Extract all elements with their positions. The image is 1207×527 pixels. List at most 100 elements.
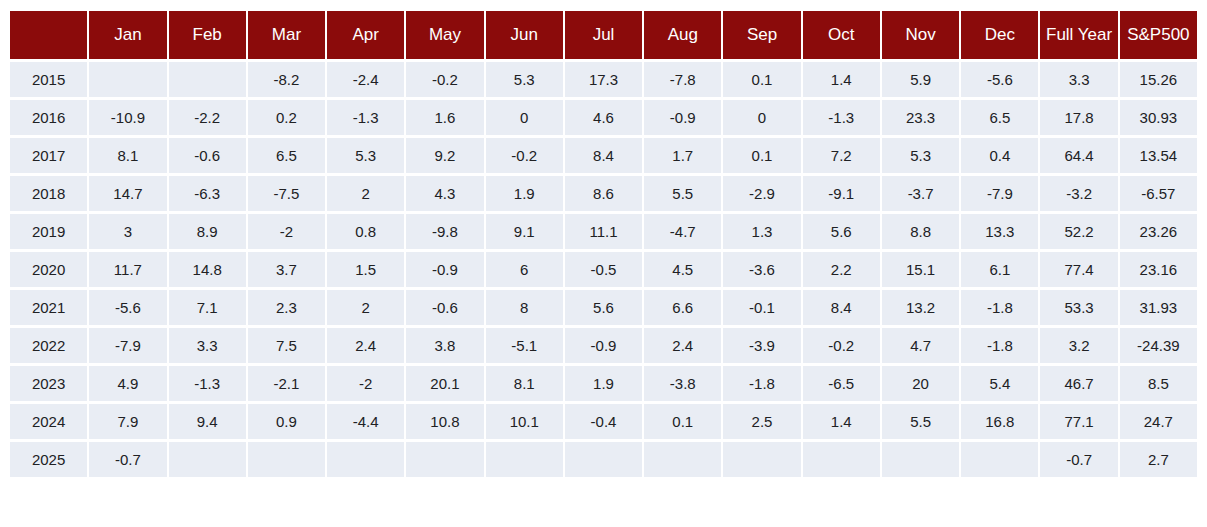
value-cell: 13.2: [882, 290, 959, 325]
value-cell: 2: [327, 290, 404, 325]
value-cell: 9.2: [406, 138, 483, 173]
value-cell: 6.1: [961, 252, 1038, 287]
value-cell: -7.9: [89, 328, 166, 363]
value-cell: -4.4: [327, 404, 404, 439]
value-cell: -5.6: [961, 62, 1038, 97]
value-cell: 2.4: [644, 328, 721, 363]
table-row: 2025-0.7-0.72.7: [10, 442, 1197, 477]
value-cell: [169, 442, 246, 477]
year-cell: 2024: [10, 404, 87, 439]
value-cell: 8.6: [565, 176, 642, 211]
value-cell: [327, 442, 404, 477]
table-row: 20234.9-1.3-2.1-220.18.11.9-3.8-1.8-6.52…: [10, 366, 1197, 401]
value-cell: 3.8: [406, 328, 483, 363]
value-cell: [169, 62, 246, 97]
value-cell: -2.4: [327, 62, 404, 97]
value-cell: 2.4: [327, 328, 404, 363]
value-cell: 3.3: [1040, 62, 1117, 97]
value-cell: -6.57: [1120, 176, 1197, 211]
value-cell: 2.3: [248, 290, 325, 325]
value-cell: 1.7: [644, 138, 721, 173]
value-cell: 5.6: [565, 290, 642, 325]
value-cell: -0.9: [406, 252, 483, 287]
value-cell: 46.7: [1040, 366, 1117, 401]
year-cell: 2016: [10, 100, 87, 135]
value-cell: [803, 442, 880, 477]
column-header-jul: Jul: [565, 11, 642, 59]
value-cell: 0.1: [723, 62, 800, 97]
value-cell: 14.7: [89, 176, 166, 211]
value-cell: 64.4: [1040, 138, 1117, 173]
value-cell: -7.9: [961, 176, 1038, 211]
monthly-returns-table: JanFebMarAprMayJunJulAugSepOctNovDecFull…: [8, 8, 1199, 480]
value-cell: 2.7: [1120, 442, 1197, 477]
year-cell: 2015: [10, 62, 87, 97]
value-cell: 1.6: [406, 100, 483, 135]
value-cell: 1.5: [327, 252, 404, 287]
value-cell: 0.8: [327, 214, 404, 249]
table-row: 2022-7.93.37.52.43.8-5.1-0.92.4-3.9-0.24…: [10, 328, 1197, 363]
value-cell: 77.4: [1040, 252, 1117, 287]
value-cell: 11.1: [565, 214, 642, 249]
value-cell: 7.9: [89, 404, 166, 439]
year-cell: 2019: [10, 214, 87, 249]
value-cell: 4.6: [565, 100, 642, 135]
value-cell: 10.8: [406, 404, 483, 439]
value-cell: 6.5: [961, 100, 1038, 135]
value-cell: 0.2: [248, 100, 325, 135]
value-cell: -9.1: [803, 176, 880, 211]
value-cell: -0.7: [1040, 442, 1117, 477]
column-header-full-year: Full Year: [1040, 11, 1117, 59]
value-cell: 23.3: [882, 100, 959, 135]
value-cell: -2.1: [248, 366, 325, 401]
value-cell: 1.4: [803, 404, 880, 439]
value-cell: 7.5: [248, 328, 325, 363]
year-cell: 2022: [10, 328, 87, 363]
value-cell: -7.5: [248, 176, 325, 211]
value-cell: -0.6: [169, 138, 246, 173]
value-cell: 8.1: [486, 366, 563, 401]
value-cell: 15.1: [882, 252, 959, 287]
value-cell: -3.7: [882, 176, 959, 211]
value-cell: 53.3: [1040, 290, 1117, 325]
table-body: 2015-8.2-2.4-0.25.317.3-7.80.11.45.9-5.6…: [10, 62, 1197, 477]
table-row: 20247.99.40.9-4.410.810.1-0.40.12.51.45.…: [10, 404, 1197, 439]
value-cell: 0: [486, 100, 563, 135]
value-cell: -3.2: [1040, 176, 1117, 211]
value-cell: 20.1: [406, 366, 483, 401]
value-cell: -0.2: [486, 138, 563, 173]
value-cell: -6.3: [169, 176, 246, 211]
value-cell: [961, 442, 1038, 477]
value-cell: 7.1: [169, 290, 246, 325]
value-cell: -3.8: [644, 366, 721, 401]
value-cell: 8.1: [89, 138, 166, 173]
value-cell: 9.1: [486, 214, 563, 249]
value-cell: [565, 442, 642, 477]
value-cell: 5.4: [961, 366, 1038, 401]
table-row: 201814.7-6.3-7.524.31.98.65.5-2.9-9.1-3.…: [10, 176, 1197, 211]
value-cell: -1.8: [961, 290, 1038, 325]
value-cell: [486, 442, 563, 477]
value-cell: 8.4: [803, 290, 880, 325]
value-cell: 1.4: [803, 62, 880, 97]
value-cell: 16.8: [961, 404, 1038, 439]
value-cell: -0.7: [89, 442, 166, 477]
value-cell: -4.7: [644, 214, 721, 249]
value-cell: -2: [248, 214, 325, 249]
value-cell: -9.8: [406, 214, 483, 249]
value-cell: 4.9: [89, 366, 166, 401]
value-cell: -5.1: [486, 328, 563, 363]
value-cell: 2.2: [803, 252, 880, 287]
value-cell: 8.4: [565, 138, 642, 173]
table-row: 201938.9-20.8-9.89.111.1-4.71.35.68.813.…: [10, 214, 1197, 249]
value-cell: -1.8: [961, 328, 1038, 363]
column-header-sep: Sep: [723, 11, 800, 59]
value-cell: 4.5: [644, 252, 721, 287]
value-cell: 23.16: [1120, 252, 1197, 287]
value-cell: 5.9: [882, 62, 959, 97]
value-cell: 3.2: [1040, 328, 1117, 363]
value-cell: 23.26: [1120, 214, 1197, 249]
value-cell: 30.93: [1120, 100, 1197, 135]
value-cell: -2.9: [723, 176, 800, 211]
value-cell: 9.4: [169, 404, 246, 439]
